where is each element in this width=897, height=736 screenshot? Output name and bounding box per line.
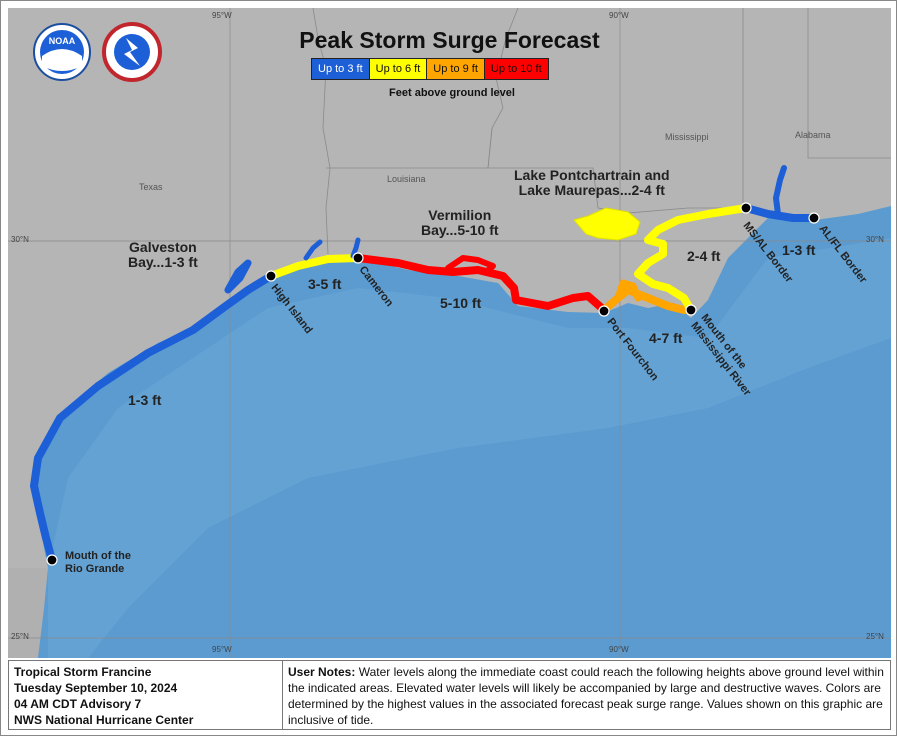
range-label-texas-south: 1-3 ft xyxy=(128,392,162,408)
range-label-high-island-cameron: 3-5 ft xyxy=(308,276,342,292)
mexico-land xyxy=(8,568,48,658)
point-al-fl-border xyxy=(808,212,820,224)
surge-segment-galveston-bay xyxy=(224,259,252,294)
area-label-pontchartrain: Lake Pontchartrain and Lake Maurepas...2… xyxy=(514,168,670,198)
area-label-vermilion-line1: Vermilion xyxy=(428,207,492,223)
surge-coastline xyxy=(30,165,818,564)
range-label-mouth-msal: 2-4 ft xyxy=(687,248,721,264)
map-title: Peak Storm Surge Forecast xyxy=(299,27,600,53)
shelf-shading xyxy=(48,238,891,658)
point-rio-grande xyxy=(46,554,58,566)
legend-item-up-to-6: Up to 6 ft xyxy=(368,59,427,79)
range-label-msal-alfl: 1-3 ft xyxy=(782,242,816,258)
surge-segment-vermilion-bay xyxy=(445,255,496,275)
advisory-info-box: Tropical Storm Francine Tuesday Septembe… xyxy=(8,660,283,730)
point-cameron xyxy=(352,252,364,264)
issuing-agency: NWS National Hurricane Center xyxy=(14,713,194,727)
surge-segment-sabine xyxy=(303,239,323,261)
legend-item-up-to-10: Up to 10 ft xyxy=(483,59,548,79)
forecast-points xyxy=(46,202,820,566)
area-label-vermilion-line2: Bay...5-10 ft xyxy=(421,222,499,238)
legend-subtitle: Feet above ground level xyxy=(389,87,515,99)
lat-lon-grid xyxy=(8,8,891,658)
range-label-cameron-fourchon: 5-10 ft xyxy=(440,295,482,311)
point-high-island xyxy=(265,270,277,282)
surge-segment-high-island-cameron xyxy=(267,254,362,280)
state-label-texas: Texas xyxy=(139,182,163,192)
map-canvas xyxy=(8,8,891,658)
point-label-rio-grande-line2: Rio Grande xyxy=(65,563,125,575)
storm-name: Tropical Storm Francine xyxy=(14,665,152,679)
surge-segment-msal-alfl xyxy=(742,204,818,222)
point-port-fourchon xyxy=(598,305,610,317)
coord-25n-left: 25°N xyxy=(11,632,29,641)
user-notes-text: Water levels along the immediate coast c… xyxy=(288,665,884,727)
surge-map: NOAA Peak Storm Surge Forecast Up to 3 f… xyxy=(8,8,891,658)
coord-90w-bottom: 90°W xyxy=(609,645,629,654)
state-label-alabama: Alabama xyxy=(795,130,831,140)
legend-item-up-to-3: Up to 3 ft xyxy=(312,59,369,79)
area-label-galveston-line2: Bay...1-3 ft xyxy=(128,254,198,270)
coord-30n-right: 30°N xyxy=(866,235,884,244)
area-label-pontchartrain-line1: Lake Pontchartrain and xyxy=(514,167,670,183)
lake-pontchartrain xyxy=(573,207,641,241)
coord-95w-top: 95°W xyxy=(212,11,232,20)
area-label-galveston-line1: Galveston xyxy=(129,239,197,255)
surge-segment-calcasieu xyxy=(350,237,361,259)
coord-25n-right: 25°N xyxy=(866,632,884,641)
advisory-number: 04 AM CDT Advisory 7 xyxy=(14,697,142,711)
point-label-rio-grande-line1: Mouth of the xyxy=(65,550,131,562)
range-label-fourchon-mouth: 4-7 ft xyxy=(649,330,683,346)
area-label-galveston: Galveston Bay...1-3 ft xyxy=(128,240,198,270)
surge-segment-mouth-msal xyxy=(634,204,750,314)
surge-segment-cameron-fourchon xyxy=(354,254,608,314)
point-label-rio-grande: Mouth of the Rio Grande xyxy=(65,550,131,576)
state-borders xyxy=(312,8,891,255)
legend-item-up-to-9: Up to 9 ft xyxy=(426,59,484,79)
user-notes-box: User Notes: Water levels along the immed… xyxy=(282,660,891,730)
point-mississippi-mouth xyxy=(685,304,697,316)
user-notes-label: User Notes: xyxy=(288,665,356,679)
state-label-louisiana: Louisiana xyxy=(387,174,426,184)
area-label-pontchartrain-line2: Lake Maurepas...2-4 ft xyxy=(518,182,665,198)
surge-legend: Up to 3 ft Up to 6 ft Up to 9 ft Up to 1… xyxy=(311,58,549,80)
state-label-mississippi: Mississippi xyxy=(665,132,709,142)
coord-95w-bottom: 95°W xyxy=(212,645,232,654)
advisory-date: Tuesday September 10, 2024 xyxy=(14,681,178,695)
surge-segment-mobile-bay xyxy=(773,165,787,217)
surge-segment-texas-south xyxy=(30,272,275,564)
area-label-vermilion: Vermilion Bay...5-10 ft xyxy=(421,208,499,238)
surge-segment-delta xyxy=(614,279,642,302)
svg-text:NOAA: NOAA xyxy=(49,36,76,46)
coord-90w-top: 90°W xyxy=(609,11,629,20)
coord-30n-left: 30°N xyxy=(11,235,29,244)
point-ms-al-border xyxy=(740,202,752,214)
